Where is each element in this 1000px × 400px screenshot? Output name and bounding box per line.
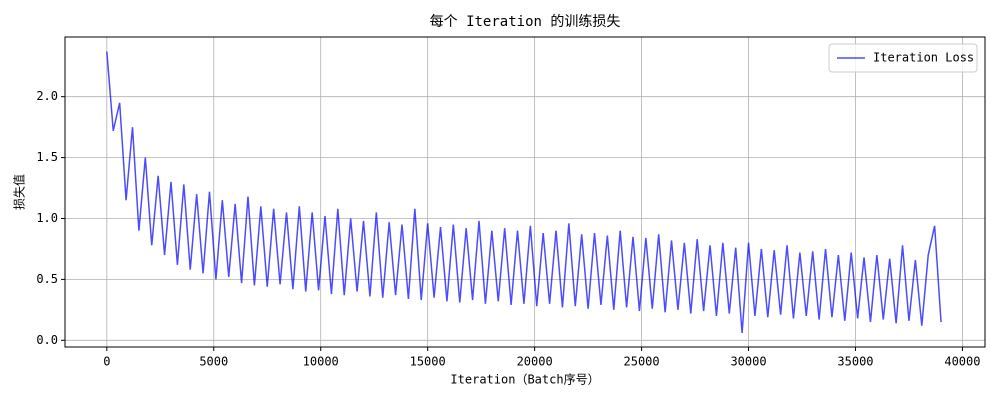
x-tick-label: 0 bbox=[103, 355, 110, 369]
y-tick-label: 0.5 bbox=[36, 272, 58, 286]
legend-box bbox=[828, 43, 978, 73]
x-tick-label: 40000 bbox=[944, 355, 980, 369]
x-tick-label: 35000 bbox=[837, 355, 873, 369]
x-tick-label: 20000 bbox=[517, 355, 553, 369]
x-tick-label: 25000 bbox=[624, 355, 660, 369]
y-tick-label: 1.0 bbox=[36, 211, 58, 225]
chart-title: 每个 Iteration 的训练损失 bbox=[430, 14, 621, 30]
loss-line bbox=[106, 51, 942, 334]
x-tick-label: 10000 bbox=[303, 355, 339, 369]
y-tick-label: 2.0 bbox=[36, 89, 58, 103]
x-tick-label: 5000 bbox=[199, 355, 228, 369]
y-axis-label: 损失值 bbox=[12, 174, 27, 210]
x-tick-label: 15000 bbox=[410, 355, 446, 369]
y-tick-label: 1.5 bbox=[36, 150, 58, 164]
legend-label: Iteration Loss bbox=[873, 51, 974, 65]
plot-frame bbox=[64, 36, 986, 348]
y-tick-label: 0.0 bbox=[36, 333, 58, 347]
x-tick-label: 30000 bbox=[730, 355, 766, 369]
x-axis-label: Iteration（Batch序号） bbox=[450, 372, 599, 387]
